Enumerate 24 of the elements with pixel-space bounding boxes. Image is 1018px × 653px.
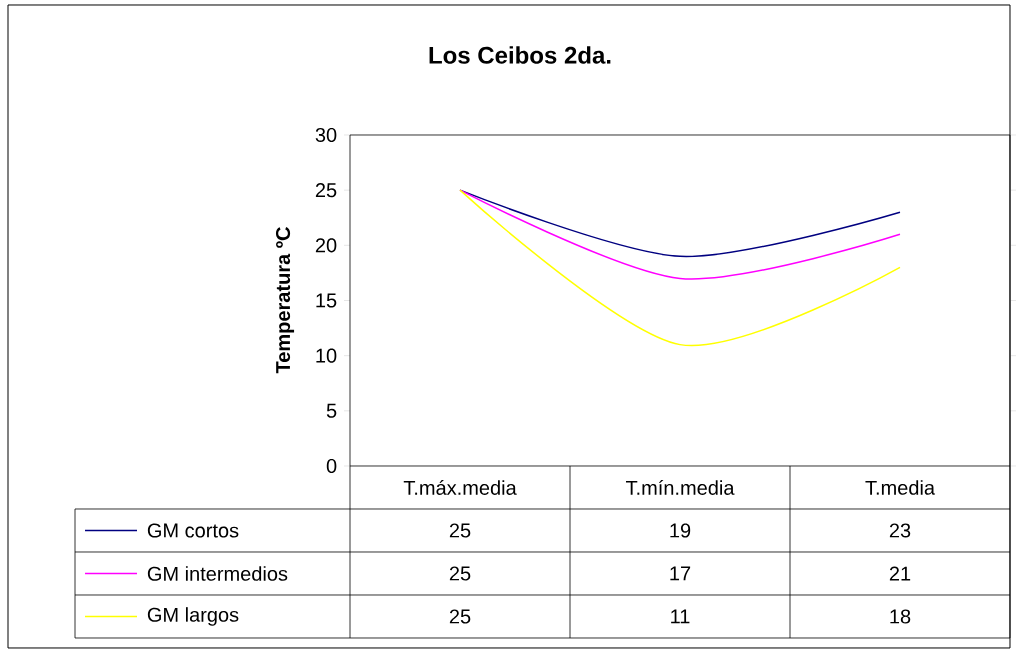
y-tick-label: 30 [315, 127, 337, 143]
x-tick-label: T.máx.media [403, 480, 517, 495]
legend-label: GM cortos [147, 523, 239, 538]
y-tick-label: 10 [316, 348, 337, 363]
data-label: 19 [670, 523, 691, 538]
data-label: 25 [449, 609, 471, 624]
x-tick-label: T.mín.media [626, 480, 735, 495]
chart-title: Los Ceibos 2da. [429, 46, 611, 64]
legend-label: GM intermedios [147, 566, 288, 581]
y-tick-label: 0 [326, 458, 337, 474]
data-label: 18 [890, 609, 911, 624]
data-label: 17 [670, 566, 691, 581]
y-tick-label: 15 [316, 293, 337, 308]
y-axis-title: Temperatura ºC [275, 227, 295, 374]
data-label: 25 [449, 523, 471, 538]
y-tick-label: 20 [315, 238, 337, 253]
data-label: 23 [889, 523, 911, 538]
data-label: 25 [449, 566, 471, 581]
data-label: 21 [889, 566, 911, 581]
data-label: 11 [671, 609, 690, 624]
legend-label: GM largos [147, 607, 239, 626]
x-tick-label: T.media [865, 480, 936, 495]
y-tick-label: 5 [326, 403, 337, 418]
y-tick-label: 25 [315, 183, 337, 198]
